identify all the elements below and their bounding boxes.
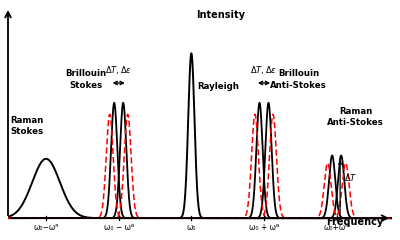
Text: ω₀ − ωᴮ: ω₀ − ωᴮ	[104, 223, 134, 232]
Text: ω₀: ω₀	[187, 223, 196, 232]
Text: $\Delta T, \Delta\varepsilon$: $\Delta T, \Delta\varepsilon$	[250, 64, 278, 76]
Text: ω₀ + ωᴮ: ω₀ + ωᴮ	[249, 223, 279, 232]
Text: Frequency: Frequency	[326, 217, 383, 227]
Text: ω₀+ωᴿ: ω₀+ωᴿ	[324, 223, 350, 232]
Text: Intensity: Intensity	[196, 11, 246, 20]
Text: Rayleigh: Rayleigh	[198, 82, 240, 91]
Text: Brillouin
Anti-Stokes: Brillouin Anti-Stokes	[270, 70, 327, 90]
Text: Raman
Anti-Stokes: Raman Anti-Stokes	[327, 107, 384, 127]
Text: Brillouin
Stokes: Brillouin Stokes	[65, 70, 106, 90]
Text: $\Delta T, \Delta\varepsilon$: $\Delta T, \Delta\varepsilon$	[105, 64, 132, 76]
Text: $\Delta T$: $\Delta T$	[344, 172, 358, 183]
Text: Raman
Stokes: Raman Stokes	[10, 116, 44, 136]
Text: ω₀−ωᴿ: ω₀−ωᴿ	[33, 223, 59, 232]
